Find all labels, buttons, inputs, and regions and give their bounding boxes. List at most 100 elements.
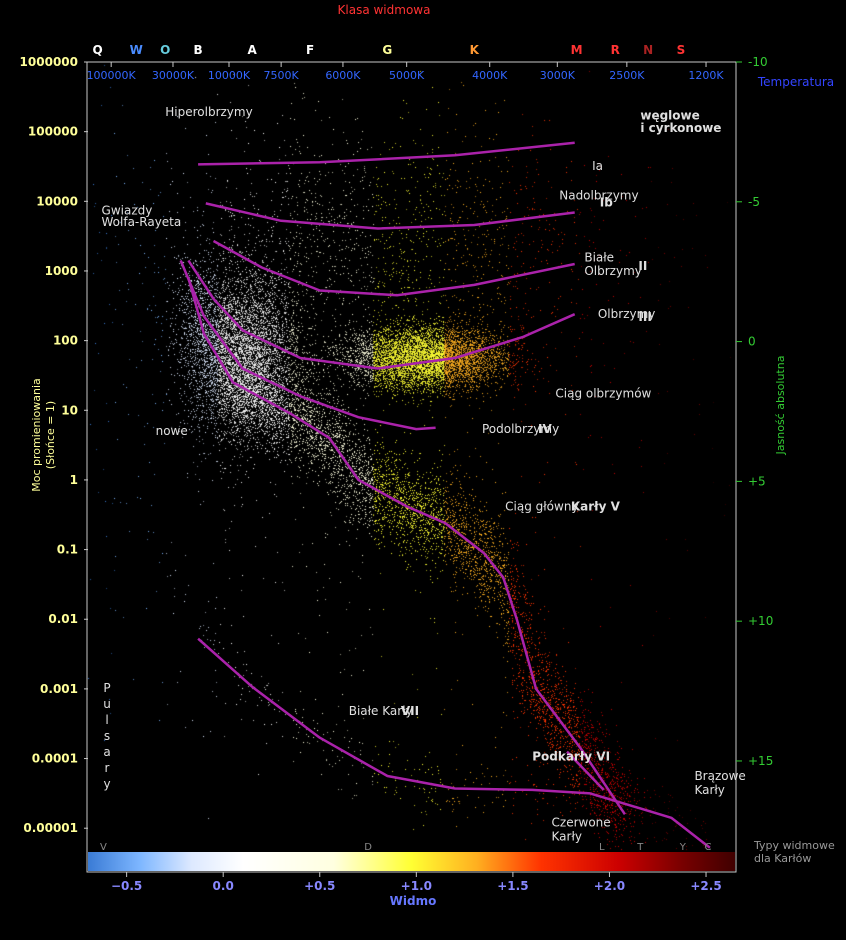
- region-label: Nadolbrzymy: [559, 189, 638, 203]
- spectral-class-K: K: [470, 43, 480, 57]
- left-tick-label: 10000: [36, 194, 78, 208]
- region-label: Białe Karły: [349, 704, 413, 718]
- region-label: Ia: [592, 159, 603, 173]
- region-label: III: [638, 310, 651, 324]
- left-axis-label-line1: Moc promieniowania: [30, 378, 43, 492]
- temperature-label: 4000K: [472, 69, 508, 82]
- x-axis-label: Widmo: [390, 894, 437, 908]
- region-label: II: [638, 259, 647, 273]
- bottom-tick-label: +1.5: [497, 879, 528, 893]
- right-tick-label: +15: [748, 754, 773, 768]
- spectral-class-G: G: [382, 43, 392, 57]
- left-tick-label: 0.0001: [32, 752, 78, 766]
- pulsar-letter: P: [103, 681, 110, 695]
- left-tick-label: 0.01: [48, 612, 78, 626]
- region-label: Karły: [552, 830, 582, 844]
- dwarf-type-T: T: [636, 842, 644, 853]
- bottom-tick-label: +0.5: [304, 879, 335, 893]
- dwarf-type-C: C: [704, 842, 711, 853]
- temperature-label: 30000K: [152, 69, 195, 82]
- left-tick-label: 100000: [28, 125, 78, 139]
- temperature-label: 5000K: [389, 69, 425, 82]
- region-label: Podolbrzymy: [482, 422, 559, 436]
- spectral-class-B: B: [194, 43, 203, 57]
- class-line-VII: [197, 637, 711, 849]
- spectral-class-Q: Q: [93, 43, 103, 57]
- left-tick-label: 1000: [45, 264, 78, 278]
- left-tick-label: 0.00001: [23, 821, 78, 835]
- bottom-tick-label: +2.5: [690, 879, 721, 893]
- dwarf-type-V: V: [100, 842, 107, 853]
- chart-title: Klasa widmowa: [338, 3, 431, 17]
- left-axis: 1000000 100000 10000 1000 100 10 1 0.1 0.01 0.001…: [20, 55, 88, 835]
- right-tick-label: -10: [748, 55, 768, 69]
- region-label: Podkarły VI: [532, 749, 610, 763]
- bottom-axis: −0.5 0.0 +0.5 +1.0 +1.5 +2.0 +2.5: [111, 872, 722, 893]
- class-line-Ia: [198, 141, 575, 166]
- temperature-label: 2500K: [609, 69, 645, 82]
- pulsar-letter: s: [104, 729, 110, 743]
- class-line-V: [187, 277, 626, 815]
- spectral-class-R: R: [611, 43, 620, 57]
- left-tick-label: 0.001: [40, 682, 78, 696]
- left-tick-label: 0.1: [57, 543, 78, 557]
- left-tick-label: 10: [61, 403, 78, 417]
- spectral-class-M: M: [571, 43, 583, 57]
- left-tick-label: 1: [70, 473, 78, 487]
- spectral-class-A: A: [248, 43, 258, 57]
- class-line-Ib: [205, 202, 575, 230]
- right-tick-label: +10: [748, 614, 773, 628]
- region-label: Hiperolbrzymy: [165, 105, 252, 119]
- region-label: VII: [401, 704, 419, 718]
- colorbar: [88, 852, 735, 871]
- region-label: Ciąg olbrzymów: [555, 387, 651, 401]
- temperature-label: 1200K: [688, 69, 724, 82]
- bottom-tick-label: +2.0: [594, 879, 625, 893]
- bottom-tick-label: −0.5: [111, 879, 142, 893]
- dwarf-type-Y: Y: [679, 842, 687, 853]
- spectral-class-S: S: [677, 43, 686, 57]
- pulsar-letter: u: [103, 697, 111, 711]
- class-line-VI: [566, 750, 605, 791]
- dwarf-types-label-line1: Typy widmowe: [753, 839, 835, 852]
- temperature-label: 100000K: [87, 69, 137, 82]
- region-label: Ciąg główny: [505, 499, 578, 513]
- temperature-axis-label: Temperatura: [757, 75, 834, 89]
- region-label: Ib: [600, 196, 613, 210]
- region-label: węglowe: [640, 109, 699, 123]
- region-label: Karły V: [571, 499, 621, 513]
- temperature-label: 3000K: [540, 69, 576, 82]
- left-tick-label: 1000000: [20, 55, 78, 69]
- region-label: Olbrzymy: [584, 264, 642, 278]
- dwarf-type-L: L: [599, 842, 605, 853]
- region-label: nowe: [156, 424, 188, 438]
- spectral-class-O: O: [160, 43, 170, 57]
- plot-frame: [86, 61, 737, 873]
- spectral-class-F: F: [306, 43, 314, 57]
- region-label: Gwiazdy: [102, 203, 153, 217]
- region-label: i cyrkonowe: [640, 121, 721, 135]
- pulsar-letter: l: [105, 713, 108, 727]
- bottom-tick-label: 0.0: [213, 879, 234, 893]
- temperature-label: 6000K: [325, 69, 361, 82]
- temperature-label: 7500K: [264, 69, 300, 82]
- class-line-III: [187, 259, 576, 370]
- spectral-class-N: N: [643, 43, 653, 57]
- region-label: Czerwone: [552, 816, 611, 830]
- right-axis: -10 -5 0 +5 +10 +15: [736, 55, 773, 768]
- region-label: Białe: [584, 251, 614, 265]
- pulsar-letter: r: [105, 761, 110, 775]
- left-tick-label: 100: [53, 334, 78, 348]
- right-tick-label: -5: [748, 195, 760, 209]
- dwarf-types-label-line2: dla Karłów: [754, 852, 811, 865]
- temperature-labels: 100000K 30000K 10000K 7500K 6000K 5000K 4000K 3…: [87, 62, 724, 82]
- region-label: Brązowe: [694, 769, 745, 783]
- region-label: Wolfa-Rayeta: [102, 215, 182, 229]
- pulsar-letter: a: [103, 745, 110, 759]
